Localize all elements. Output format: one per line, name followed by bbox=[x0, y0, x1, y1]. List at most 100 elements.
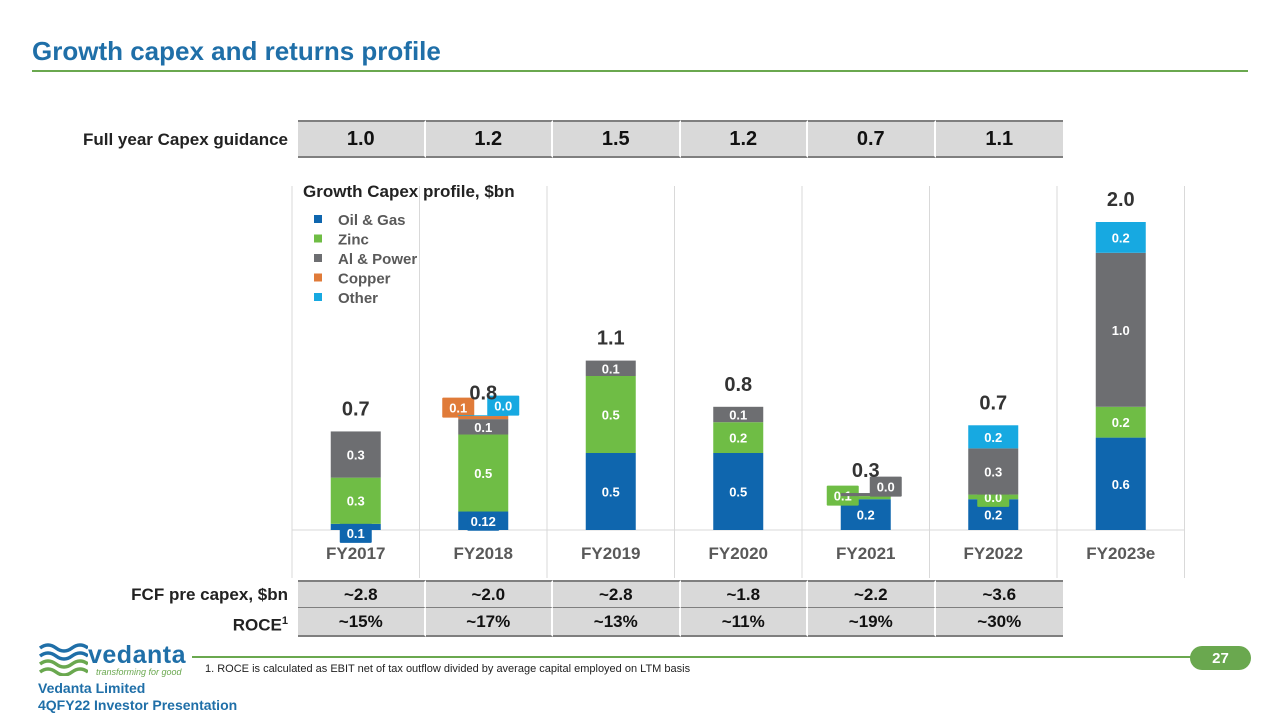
guidance-cell: 1.0 bbox=[298, 120, 426, 158]
bar-segment bbox=[968, 448, 1019, 495]
total-label: 0.7 bbox=[342, 398, 370, 420]
bar-segment bbox=[458, 434, 509, 512]
page-title: Growth capex and returns profile bbox=[32, 36, 441, 66]
bar-segment bbox=[458, 416, 509, 420]
total-label: 0.8 bbox=[469, 382, 497, 404]
fcf-cell: ~3.6 bbox=[935, 580, 1063, 608]
data-label: 0.2 bbox=[1112, 415, 1130, 430]
fcf-row-label: FCF pre capex, $bn bbox=[131, 585, 288, 604]
guidance-cell: 1.2 bbox=[680, 120, 808, 158]
legend-label: Zinc bbox=[338, 232, 369, 249]
data-label: 1.0 bbox=[1112, 323, 1130, 338]
legend-swatch bbox=[314, 293, 322, 301]
company-name: Vedanta Limited bbox=[38, 680, 146, 696]
data-label: 0.0 bbox=[494, 399, 512, 414]
bar-segment bbox=[330, 431, 381, 478]
bar-segment bbox=[458, 415, 509, 417]
guidance-cell: 0.7 bbox=[808, 120, 936, 158]
footer-divider bbox=[192, 656, 1192, 658]
total-label: 2.0 bbox=[1107, 189, 1135, 211]
data-label: 0.1 bbox=[602, 361, 620, 376]
data-label: 0.5 bbox=[729, 485, 747, 500]
data-label: 0.2 bbox=[729, 431, 747, 446]
logo-wordmark: vedanta bbox=[88, 641, 186, 669]
data-label: 0.6 bbox=[1112, 477, 1130, 492]
bar-segment bbox=[713, 422, 764, 453]
page-number: 27 bbox=[1190, 646, 1251, 670]
x-tick-label: FY2019 bbox=[581, 544, 641, 563]
bar-segment bbox=[840, 493, 891, 497]
data-label: 0.1 bbox=[729, 408, 747, 423]
roce-cell: ~15% bbox=[298, 608, 426, 637]
data-label: 0.3 bbox=[347, 448, 365, 463]
x-tick-label: FY2020 bbox=[708, 544, 768, 563]
fcf-cell: ~2.8 bbox=[553, 580, 681, 608]
roce-footnote-marker: 1 bbox=[281, 615, 288, 627]
data-label: 0.3 bbox=[347, 494, 365, 509]
roce-cell: ~13% bbox=[553, 608, 681, 637]
bar-segment bbox=[1095, 437, 1146, 530]
bar-segment bbox=[585, 453, 636, 530]
x-tick-label: FY2018 bbox=[453, 544, 513, 563]
data-label-box bbox=[487, 395, 520, 416]
legend-swatch bbox=[314, 254, 322, 262]
title-divider bbox=[32, 70, 1248, 72]
logo-tagline: transforming for good bbox=[96, 667, 182, 677]
bar-segment bbox=[1095, 252, 1146, 407]
chart-title: Growth Capex profile, $bn bbox=[303, 182, 515, 201]
data-label: 0.5 bbox=[474, 466, 492, 481]
legend-label: Al & Power bbox=[338, 251, 417, 268]
fcf-cell: ~1.8 bbox=[680, 580, 808, 608]
roce-cell: ~17% bbox=[425, 608, 553, 637]
data-label: 0.1 bbox=[474, 420, 492, 435]
legend-label: Other bbox=[338, 290, 378, 307]
bar-segment bbox=[713, 453, 764, 530]
presentation-name: 4QFY22 Investor Presentation bbox=[38, 697, 238, 713]
bar-segment bbox=[968, 425, 1019, 449]
bar-segment bbox=[1095, 406, 1146, 438]
total-label: 0.7 bbox=[979, 392, 1007, 414]
data-label: 0.1 bbox=[347, 526, 365, 541]
legend-label: Copper bbox=[338, 271, 391, 288]
roce-row-label: ROCE1 bbox=[40, 615, 288, 636]
data-label-box bbox=[339, 522, 372, 543]
bar-segment bbox=[330, 477, 381, 524]
x-tick-label: FY2021 bbox=[836, 544, 896, 563]
guidance-cell: 1.2 bbox=[425, 120, 553, 158]
data-label-box bbox=[467, 510, 500, 531]
total-label: 1.1 bbox=[597, 328, 625, 350]
bar-segment bbox=[458, 419, 509, 435]
data-label: 0.2 bbox=[984, 508, 1002, 523]
legend-swatch bbox=[314, 234, 322, 243]
data-label: 0.5 bbox=[602, 485, 620, 500]
fcf-cell: ~2.8 bbox=[298, 580, 426, 608]
fcf-cell: ~2.0 bbox=[425, 580, 553, 608]
total-label: 0.8 bbox=[724, 374, 752, 396]
bar-segment bbox=[1095, 222, 1146, 253]
bar-segment bbox=[713, 406, 764, 423]
x-tick-label: FY2023e bbox=[1086, 544, 1155, 563]
data-label: 0.1 bbox=[449, 401, 467, 416]
x-tick-label: FY2017 bbox=[326, 544, 386, 563]
fcf-cell: ~2.2 bbox=[808, 580, 936, 608]
legend-label: Oil & Gas bbox=[338, 212, 406, 229]
data-label: 0.5 bbox=[602, 408, 620, 423]
guidance-row-label: Full year Capex guidance bbox=[82, 130, 288, 149]
data-label-box bbox=[869, 476, 902, 497]
footnote: 1. ROCE is calculated as EBIT net of tax… bbox=[205, 663, 691, 675]
bar-segment bbox=[840, 496, 891, 500]
roce-cell: ~30% bbox=[935, 608, 1063, 637]
legend-swatch bbox=[314, 273, 322, 282]
roce-cell: ~19% bbox=[808, 608, 936, 637]
data-label: 0.2 bbox=[857, 508, 875, 523]
data-label: 0.0 bbox=[877, 480, 895, 495]
roce-label-text: ROCE bbox=[232, 615, 282, 635]
legend-swatch bbox=[314, 215, 322, 223]
roce-cell: ~11% bbox=[680, 608, 808, 637]
data-label: 0.1 bbox=[834, 489, 852, 504]
bar-segment bbox=[585, 360, 636, 376]
data-label: 0.2 bbox=[984, 430, 1002, 445]
data-label: 0.3 bbox=[984, 464, 1002, 479]
x-tick-label: FY2022 bbox=[963, 544, 1023, 563]
